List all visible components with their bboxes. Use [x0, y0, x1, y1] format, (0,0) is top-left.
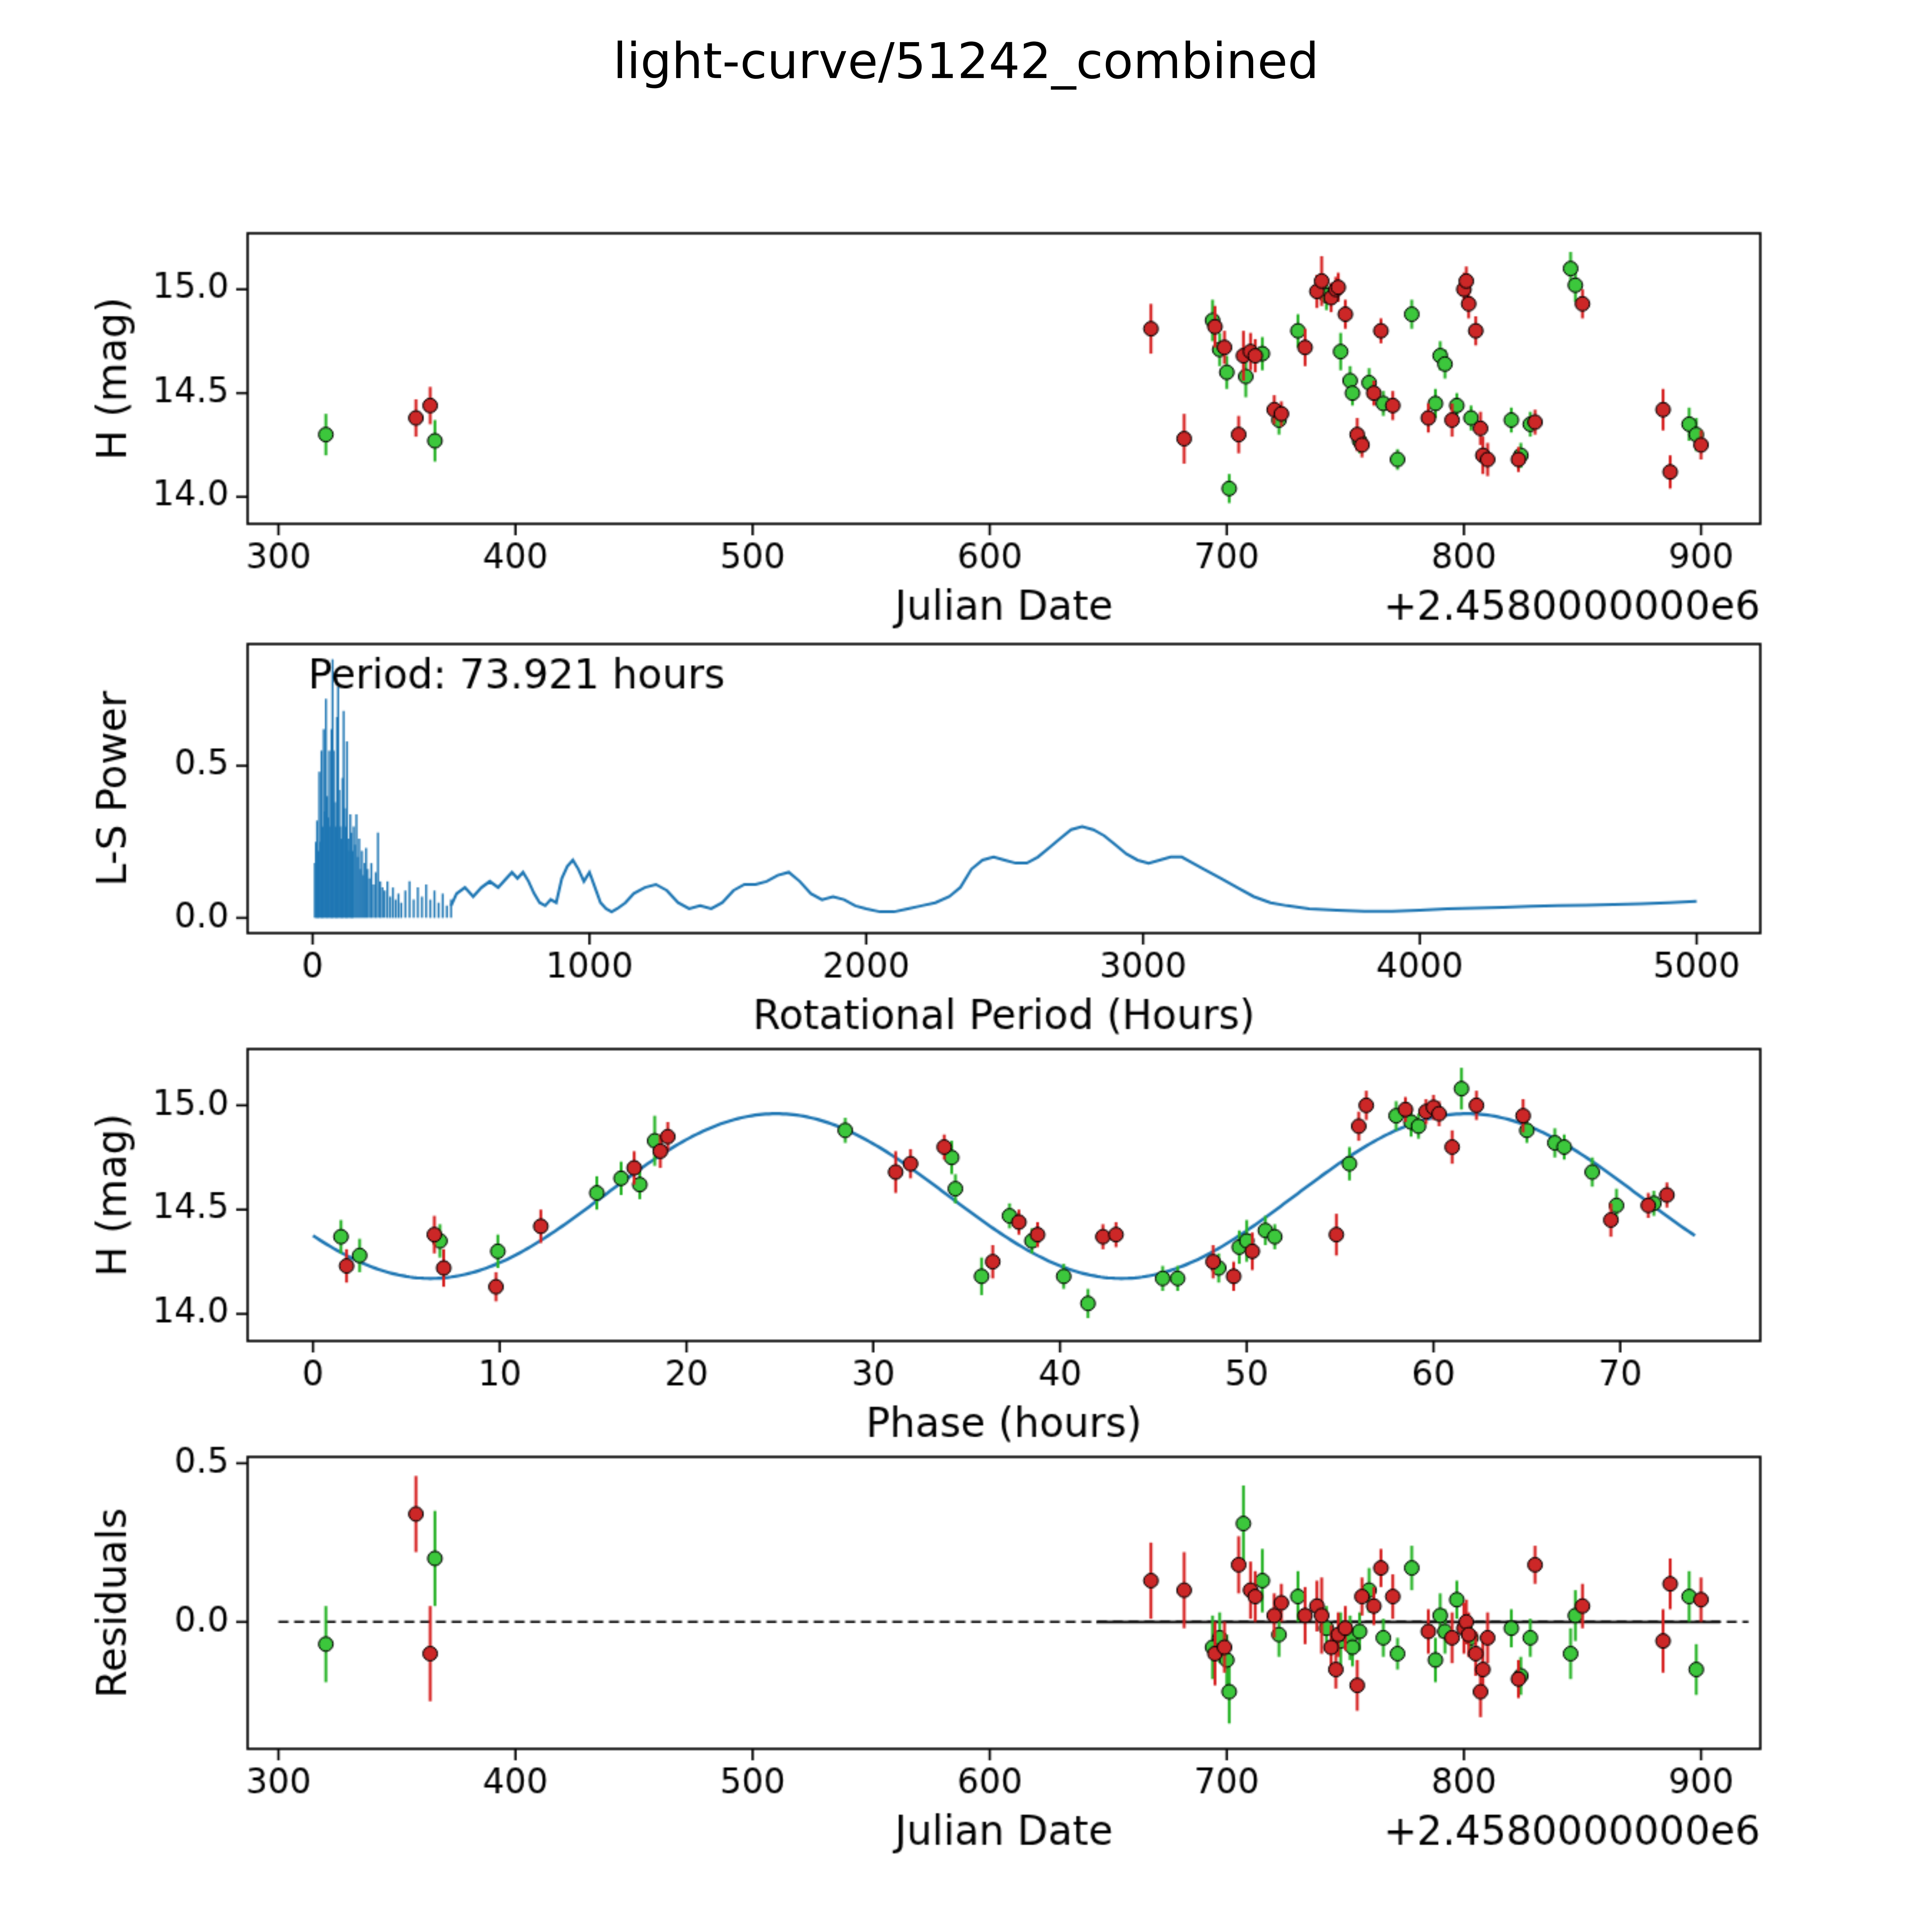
figure-title: light-curve/51242_combined — [613, 33, 1319, 90]
